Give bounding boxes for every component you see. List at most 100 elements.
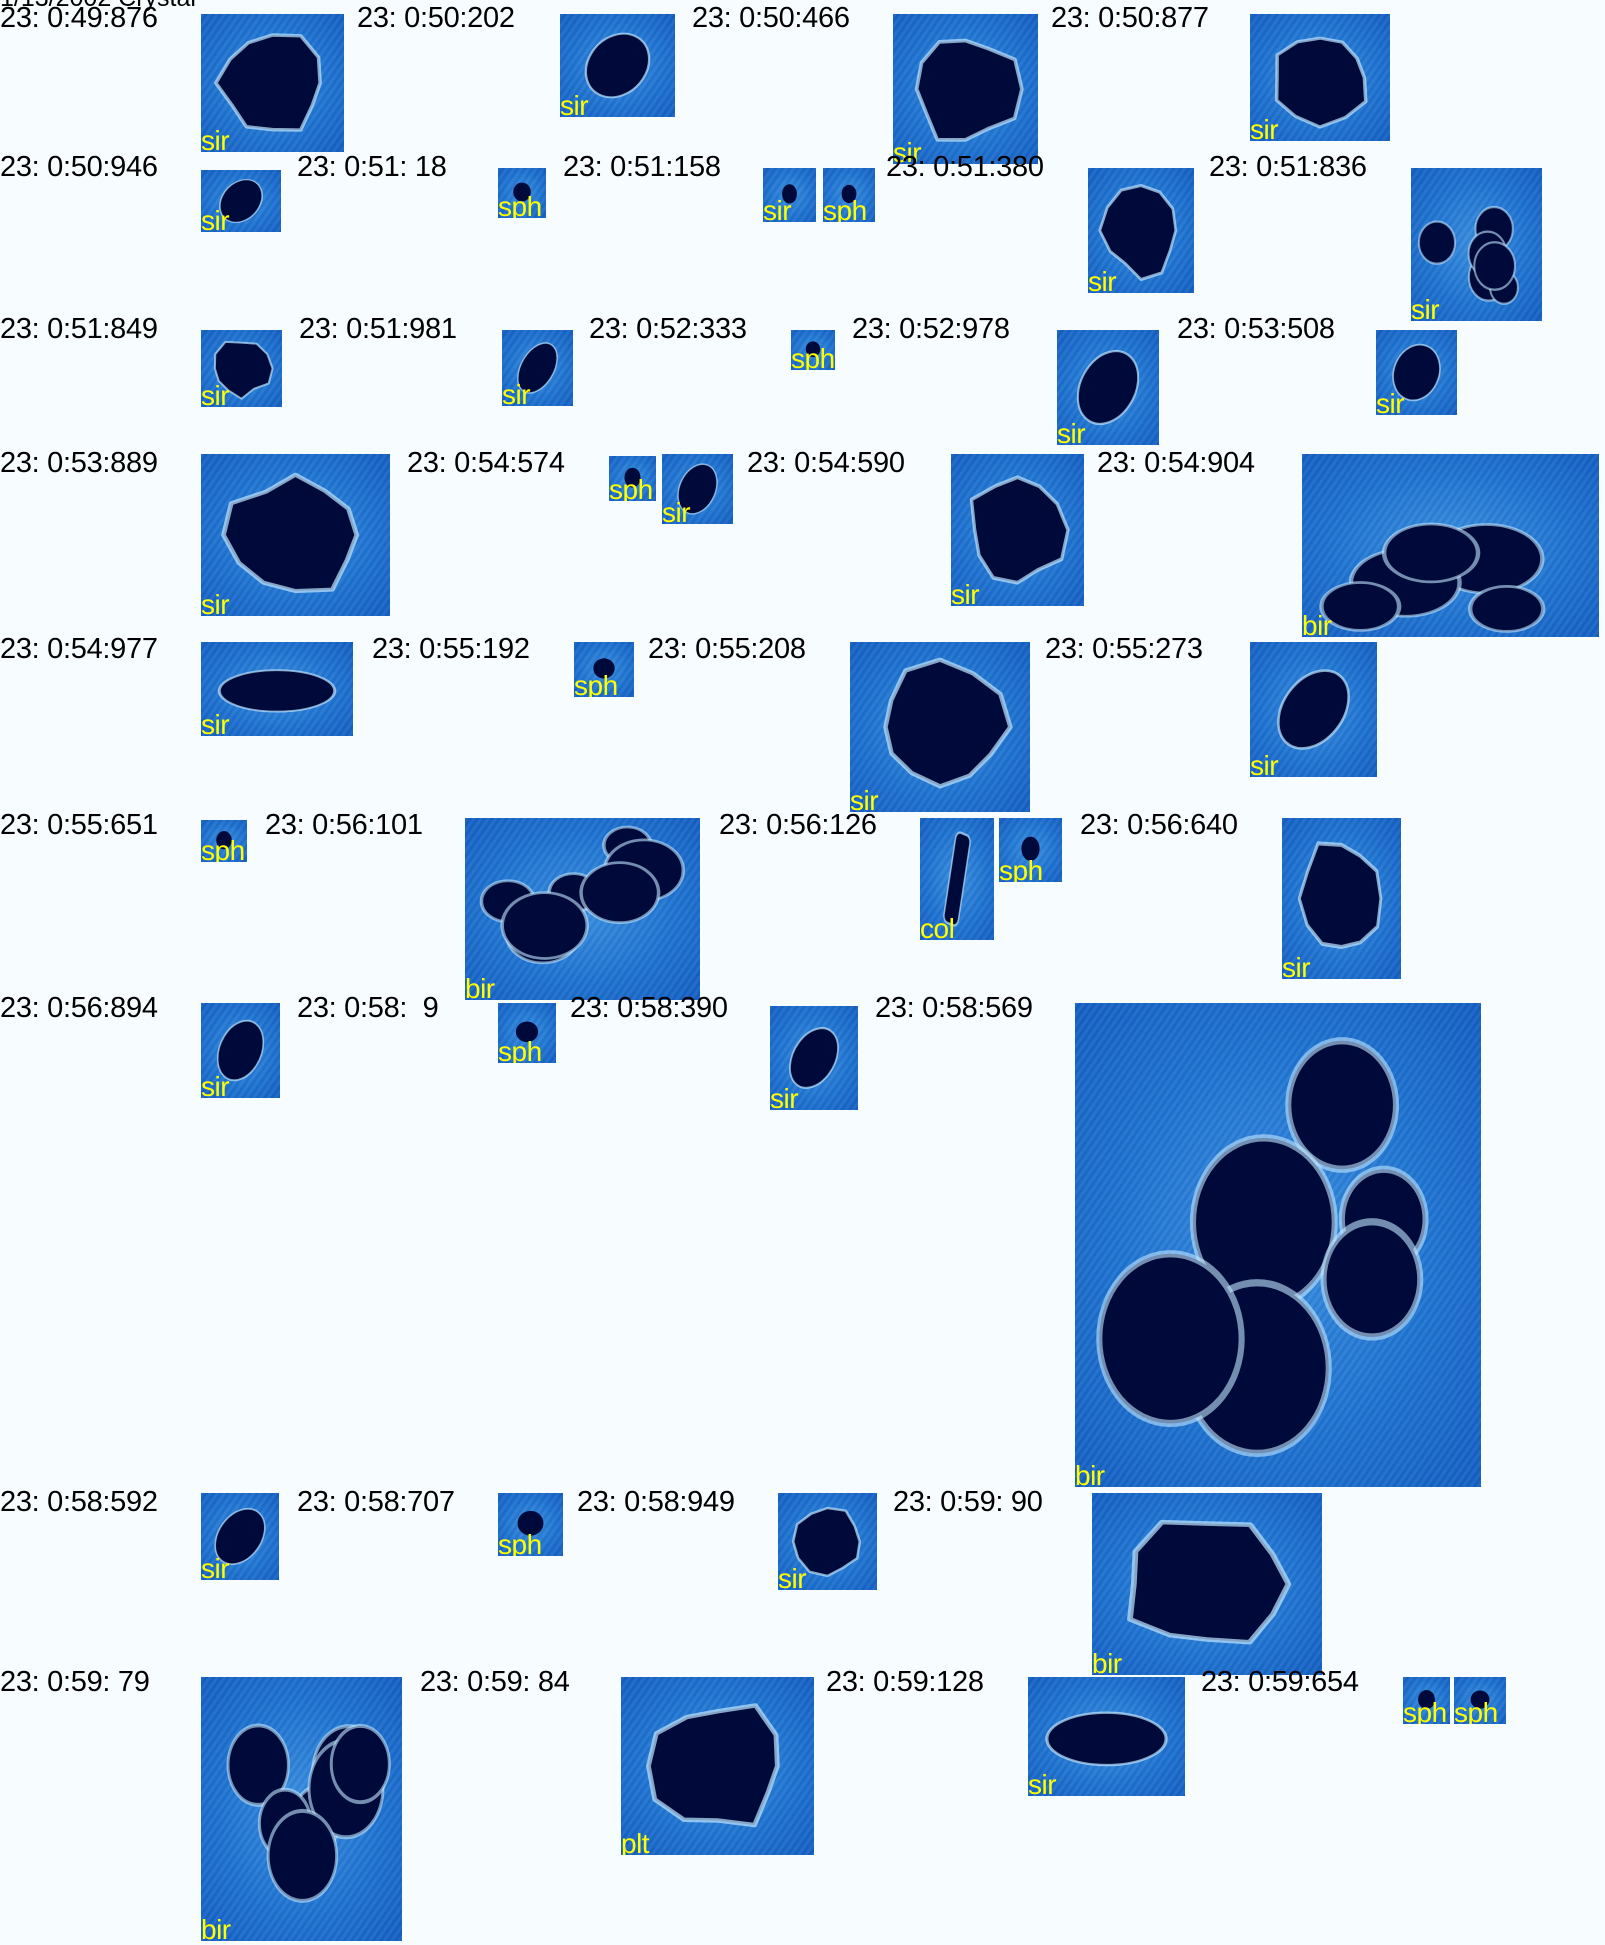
habit-tag: sph (791, 343, 835, 371)
habit-tag: sph (1403, 1697, 1447, 1725)
habit-tag: sph (823, 195, 867, 223)
habit-tag: sir (1250, 750, 1279, 778)
particle-shape (593, 658, 615, 679)
crystal-image: sir (1411, 168, 1542, 321)
crystal-image: sir (201, 330, 282, 407)
crystal-image: sph (791, 330, 835, 370)
habit-tag: plt (621, 1828, 650, 1856)
timestamp-label: 23: 0:56:126 (719, 809, 877, 841)
habit-tag: bir (465, 973, 495, 1001)
crystal-image: sir (201, 454, 390, 616)
particle-shape (1098, 183, 1178, 282)
habit-tag: sir (1028, 1769, 1057, 1797)
crystal-image: sir (201, 1493, 279, 1580)
habit-tag: bir (201, 1914, 231, 1942)
particle-shape (1319, 522, 1546, 633)
timestamp-label: 23: 0:51:380 (886, 151, 1044, 183)
particle-shape (1096, 1037, 1429, 1458)
particle-shape (1418, 1690, 1435, 1710)
habit-tag: bir (1302, 610, 1332, 638)
crystal-image: sir (1057, 330, 1159, 445)
particle-shape (1277, 669, 1350, 750)
crystal-image: bir (465, 818, 700, 1000)
habit-tag: sph (201, 835, 245, 863)
crystal-image: sph (1454, 1677, 1506, 1724)
crystal-image: sir (662, 454, 733, 524)
crystal-image: sir (770, 1006, 858, 1110)
particle-shape (479, 825, 686, 965)
habit-tag: sir (201, 380, 230, 408)
crystal-image: sph (1403, 1677, 1450, 1724)
timestamp-label: 23: 0:59: 90 (893, 1486, 1043, 1518)
timestamp-label: 23: 0:54:904 (1097, 447, 1255, 479)
particle-shape (219, 178, 263, 224)
habit-tag: sph (999, 855, 1043, 883)
timestamp-label: 23: 0:53:889 (0, 447, 158, 479)
timestamp-label: 23: 0:58: 9 (297, 992, 439, 1024)
timestamp-label: 23: 0:50:877 (1051, 2, 1209, 34)
particle-shape (216, 1019, 265, 1082)
particle-shape (1470, 1690, 1490, 1709)
timestamp-label: 23: 0:59:654 (1201, 1666, 1359, 1698)
timestamp-label: 23: 0:50:946 (0, 151, 158, 183)
timestamp-label: 23: 0:55:208 (648, 633, 806, 665)
timestamp-label: 23: 0:58:569 (875, 992, 1033, 1024)
timestamp-label: 23: 0:55:273 (1045, 633, 1203, 665)
habit-tag: sir (201, 589, 230, 617)
habit-tag: col (920, 913, 955, 941)
particle-shape (677, 463, 718, 515)
particle-shape (217, 669, 337, 713)
habit-tag: sir (201, 1553, 230, 1581)
crystal-image: plt (621, 1677, 814, 1855)
crystal-image: sir (1376, 330, 1457, 415)
crystal-image: sir (778, 1493, 877, 1590)
habit-tag: sph (1454, 1697, 1498, 1725)
timestamp-label: 23: 0:51: 18 (297, 151, 447, 183)
crystal-image: sir (1088, 168, 1194, 293)
habit-tag: sir (201, 1071, 230, 1099)
timestamp-label: 23: 0:58:707 (297, 1486, 455, 1518)
habit-tag: sir (1282, 952, 1311, 980)
particle-shape (213, 340, 274, 400)
particle-shape (214, 1507, 266, 1566)
timestamp-label: 23: 0:53:508 (1177, 313, 1335, 345)
crystal-image: sph (999, 818, 1062, 882)
crystal-image: sir (201, 14, 344, 152)
crystal-image: sph (201, 820, 247, 862)
timestamp-label: 23: 0:56:101 (265, 809, 423, 841)
crystal-image: sir (1250, 14, 1390, 141)
particle-shape (791, 1506, 862, 1578)
particle-shape (226, 1723, 391, 1903)
particle-shape (645, 1703, 780, 1828)
habit-tag: sir (893, 137, 922, 165)
habit-tag: sir (201, 125, 230, 153)
crystal-image: sir (1250, 642, 1377, 777)
habit-tag: sir (662, 497, 691, 525)
crystal-image: sir (502, 330, 573, 406)
crystal-image: sir (850, 642, 1030, 812)
particle-shape (517, 1510, 544, 1536)
habit-tag: sph (498, 191, 542, 219)
particle-shape (1274, 36, 1368, 129)
habit-tag: sir (1057, 418, 1086, 446)
crystal-image: sph (823, 168, 875, 222)
particle-shape (513, 182, 531, 202)
particle-shape (1021, 836, 1040, 861)
particle-shape (1045, 1711, 1168, 1767)
habit-tag: bir (1092, 1648, 1122, 1676)
habit-tag: sir (763, 195, 792, 223)
crystal-image: col (920, 818, 994, 940)
timestamp-label: 23: 0:51:849 (0, 313, 158, 345)
habit-tag: sir (1411, 294, 1440, 322)
timestamp-label: 23: 0:52:978 (852, 313, 1010, 345)
habit-tag: sir (1088, 266, 1117, 294)
timestamp-label: 23: 0:54:590 (747, 447, 905, 479)
crystal-image: sph (498, 1493, 563, 1556)
timestamp-label: 23: 0:51:981 (299, 313, 457, 345)
crystal-image: sph (609, 456, 656, 501)
crystal-image: sph (498, 168, 546, 218)
timestamp-label: 23: 0:52:333 (589, 313, 747, 345)
particle-shape (969, 475, 1070, 585)
crystal-image: sir (201, 642, 353, 736)
crystal-image: sir (560, 14, 675, 117)
